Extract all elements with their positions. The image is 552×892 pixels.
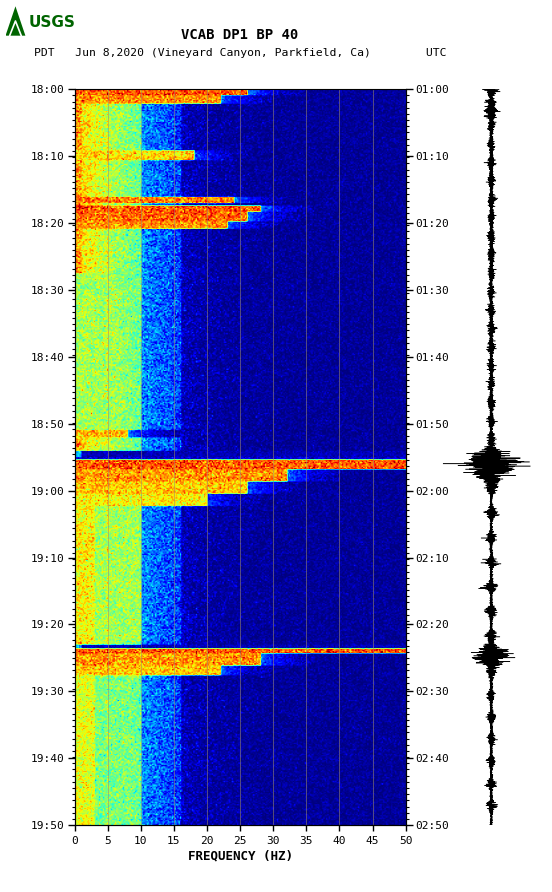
Text: VCAB DP1 BP 40: VCAB DP1 BP 40	[182, 28, 299, 42]
Text: PDT   Jun 8,2020 (Vineyard Canyon, Parkfield, Ca)        UTC: PDT Jun 8,2020 (Vineyard Canyon, Parkfie…	[34, 48, 447, 58]
X-axis label: FREQUENCY (HZ): FREQUENCY (HZ)	[188, 850, 293, 863]
Polygon shape	[6, 6, 25, 36]
Text: USGS: USGS	[29, 14, 76, 29]
